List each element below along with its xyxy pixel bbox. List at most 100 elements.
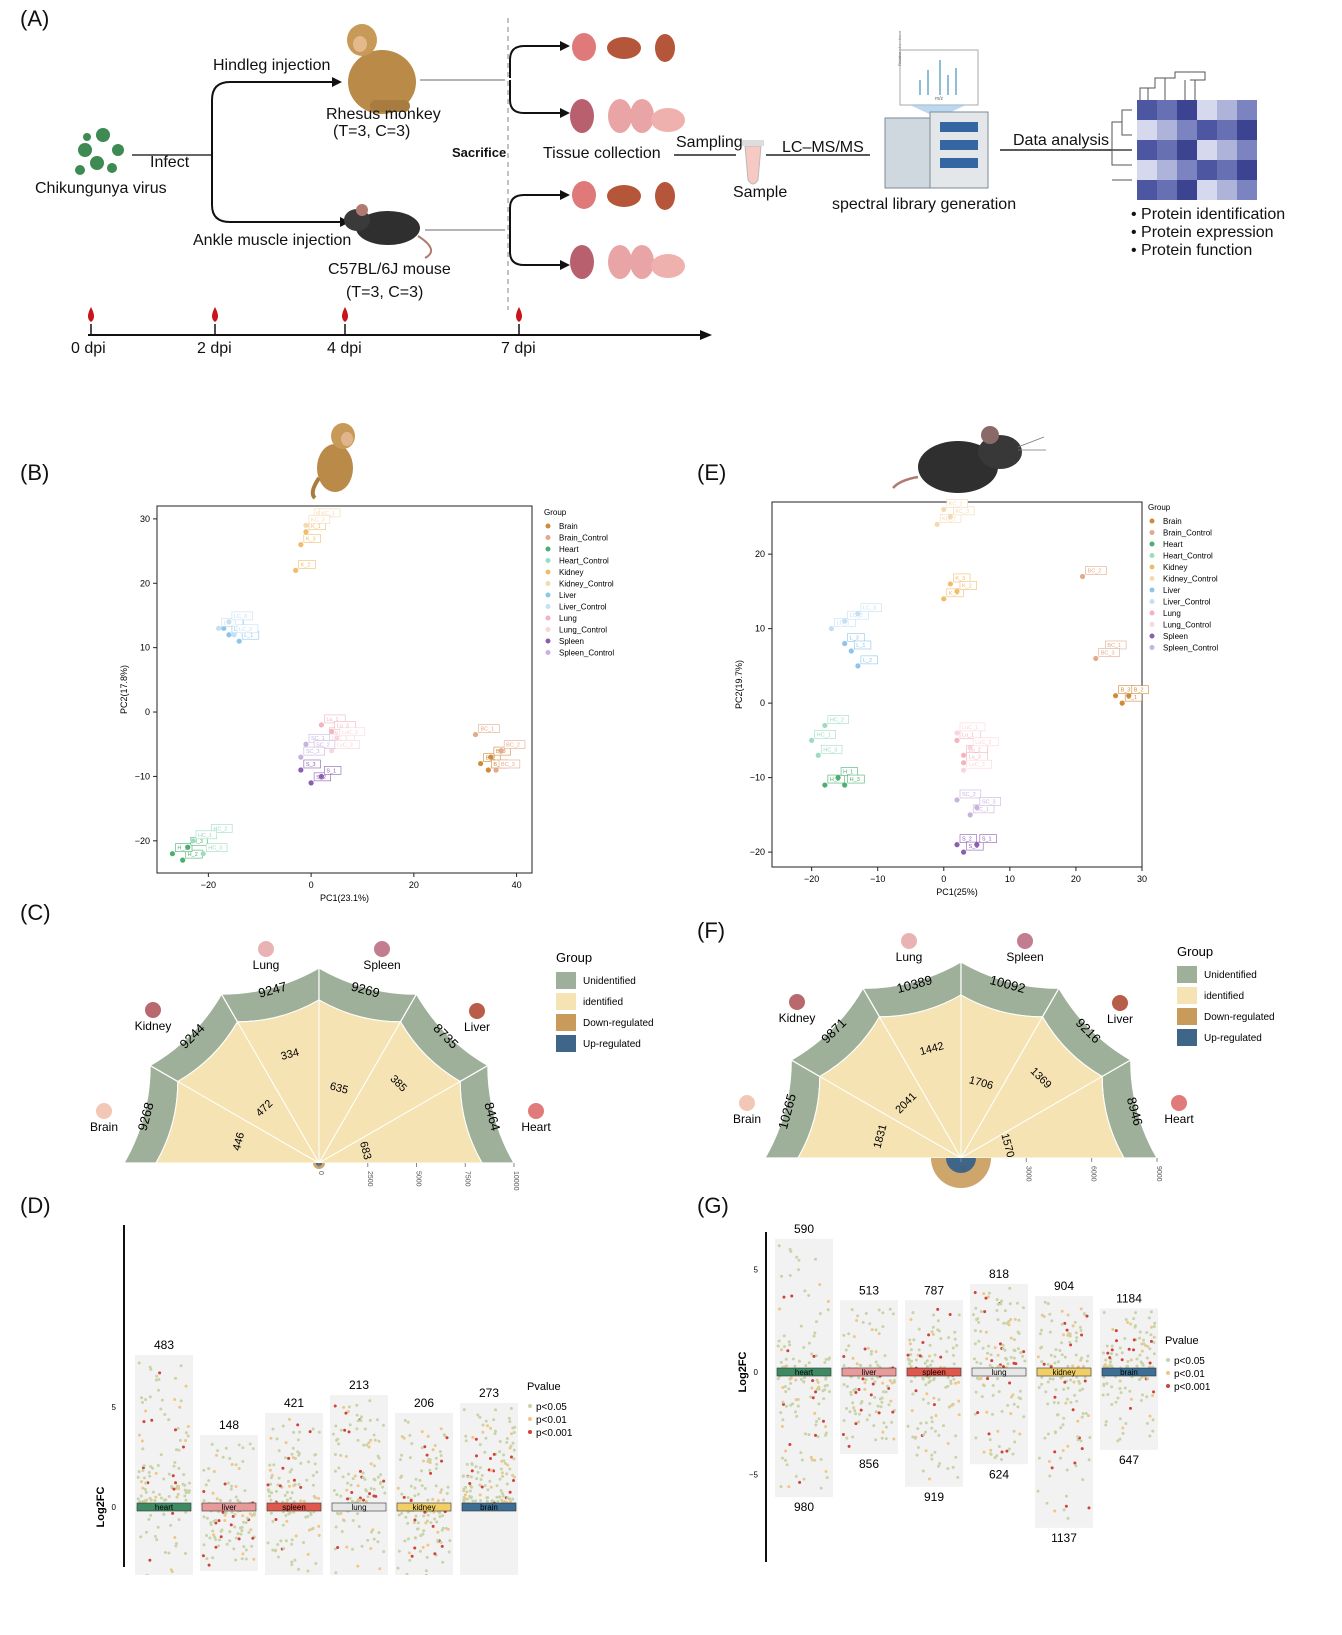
gene-point xyxy=(848,1410,852,1414)
gene-point xyxy=(144,1481,148,1485)
gene-point xyxy=(310,1527,314,1531)
gene-point xyxy=(466,1475,470,1479)
gene-point xyxy=(972,1357,976,1361)
organ-icons-monkey xyxy=(570,33,685,133)
pca-point-label: B_1 xyxy=(493,762,503,768)
tissue-label: lung xyxy=(351,1503,366,1512)
gene-point xyxy=(409,1484,413,1488)
gene-point xyxy=(351,1477,355,1481)
gene-point xyxy=(816,1380,820,1384)
legend-label: p<0.001 xyxy=(536,1428,573,1439)
up-count: 818 xyxy=(989,1267,1009,1281)
gene-point xyxy=(1151,1394,1155,1398)
pca-point-label: BC_2 xyxy=(506,743,520,749)
gene-point xyxy=(433,1552,437,1556)
gene-point xyxy=(996,1377,1000,1381)
pca-point xyxy=(329,748,335,754)
gene-point xyxy=(141,1468,145,1472)
gene-point xyxy=(478,1415,482,1419)
gene-point xyxy=(287,1417,291,1421)
gene-point xyxy=(144,1530,148,1534)
y-tick-label: 0 xyxy=(760,698,765,708)
gene-point xyxy=(422,1529,426,1533)
gene-point xyxy=(788,1273,792,1277)
gene-point xyxy=(939,1337,943,1341)
pca-point-label: HC_3 xyxy=(823,747,837,753)
gene-point xyxy=(174,1481,178,1485)
gene-point xyxy=(442,1433,446,1437)
gene-point xyxy=(976,1411,980,1415)
pca-point-label: HC_1 xyxy=(198,833,212,839)
pca-point-label-box xyxy=(308,515,331,524)
gene-point xyxy=(273,1549,277,1553)
gene-point xyxy=(397,1513,401,1517)
gene-point xyxy=(921,1340,925,1344)
gene-point xyxy=(209,1521,213,1525)
gene-point xyxy=(355,1403,359,1407)
pca-point-label: H_1 xyxy=(843,770,853,776)
gene-point xyxy=(236,1532,240,1536)
legend-swatch xyxy=(545,592,551,598)
gene-point xyxy=(423,1445,427,1449)
gene-point xyxy=(1049,1353,1053,1357)
gene-point xyxy=(878,1397,882,1401)
gene-point xyxy=(983,1310,987,1314)
organ-icon xyxy=(901,933,917,949)
gene-point xyxy=(989,1452,993,1456)
gene-point xyxy=(471,1435,475,1439)
pca-point-label: LC_3 xyxy=(234,614,247,620)
sacrifice-label: Sacrifice xyxy=(452,145,507,160)
gene-point xyxy=(347,1472,351,1476)
gene-point xyxy=(1001,1343,1005,1347)
tissue-label: kidney xyxy=(1052,1368,1075,1377)
gene-point xyxy=(1015,1301,1019,1305)
tissue-label: spleen xyxy=(282,1503,306,1512)
x-tick-label: −20 xyxy=(201,880,216,890)
gene-point xyxy=(207,1563,211,1567)
gene-point xyxy=(1073,1320,1077,1324)
gene-point xyxy=(183,1494,187,1498)
gene-point xyxy=(782,1334,786,1338)
gene-point xyxy=(1044,1390,1048,1394)
gene-point xyxy=(347,1405,351,1409)
gene-point xyxy=(217,1519,221,1523)
gene-point xyxy=(1053,1355,1057,1359)
pca-point xyxy=(298,754,304,760)
gene-point xyxy=(1021,1306,1025,1310)
gene-point xyxy=(1080,1356,1084,1360)
gene-point xyxy=(285,1519,289,1523)
gene-point xyxy=(818,1283,822,1287)
tissue-label: lung xyxy=(991,1368,1006,1377)
legend-swatch xyxy=(1149,553,1155,558)
gene-point xyxy=(418,1478,422,1482)
gene-point xyxy=(495,1484,499,1488)
tissue-collection-label: Tissue collection xyxy=(543,145,661,162)
gene-point xyxy=(136,1497,140,1501)
gene-point xyxy=(892,1437,896,1441)
organ-icon xyxy=(789,994,805,1010)
inner-value: 635 xyxy=(329,1080,350,1096)
gene-point xyxy=(367,1445,371,1449)
gene-point xyxy=(949,1379,953,1383)
legend-label: Liver_Control xyxy=(559,603,607,612)
gene-point xyxy=(440,1459,444,1463)
gene-point xyxy=(1011,1393,1015,1397)
gene-point xyxy=(1145,1395,1149,1399)
gene-point xyxy=(879,1405,883,1409)
sample-tube-icon xyxy=(742,140,764,185)
gene-point xyxy=(420,1430,424,1434)
gene-point xyxy=(271,1520,275,1524)
gene-point xyxy=(1056,1413,1060,1417)
gene-point xyxy=(780,1424,784,1428)
gene-point xyxy=(356,1564,360,1568)
gene-point xyxy=(791,1357,795,1361)
gene-point xyxy=(484,1436,488,1440)
gene-point xyxy=(868,1413,872,1417)
legend-swatch xyxy=(545,627,551,632)
gene-point xyxy=(1148,1434,1152,1438)
blood-drop-icons xyxy=(88,307,522,322)
data-analysis-label: Data analysis xyxy=(1013,132,1110,149)
gene-point xyxy=(782,1295,786,1299)
gene-point xyxy=(795,1414,799,1418)
gene-point xyxy=(1110,1385,1114,1389)
